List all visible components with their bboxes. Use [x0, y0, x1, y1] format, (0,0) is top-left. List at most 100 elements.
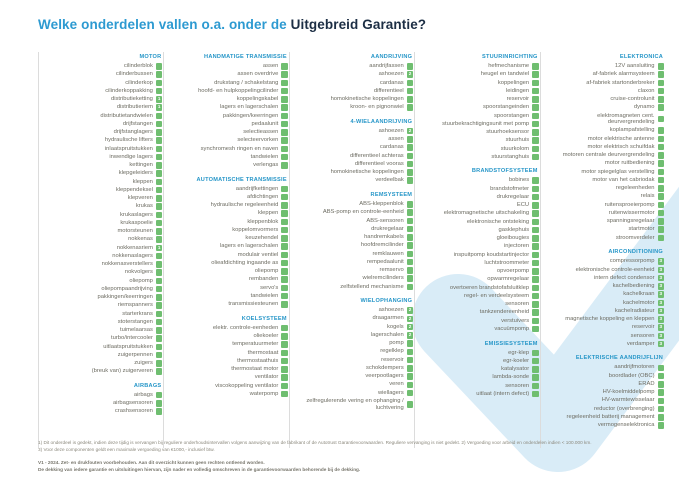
part-label: klepgeleiders — [118, 170, 153, 177]
coverage-check-box: 3 — [657, 283, 665, 290]
part-label: ABS-kleppenblok — [359, 201, 404, 208]
part-row: klepgeleiders — [43, 170, 163, 177]
part-label: verdeelbak — [375, 177, 404, 184]
coverage-check-box — [657, 364, 665, 372]
section-airbags: AIRBAGS airbags airbagsensoren crashsensore… — [43, 382, 163, 415]
coverage-check-box — [155, 277, 163, 285]
coverage-check-box — [406, 365, 414, 372]
coverage-check-box — [155, 335, 163, 342]
coverage-check-box — [155, 368, 163, 375]
part-label: startmotor — [628, 226, 655, 233]
coverage-check-box — [155, 112, 163, 120]
section-handmatige-transmissie: HANDMATIGE TRANSMISSIE assen assen overdri… — [168, 54, 288, 169]
part-row: cruise-controlunit — [545, 96, 665, 103]
coverage-check-box — [406, 356, 414, 364]
part-label: kachelkraan — [623, 291, 655, 298]
coverage-check-box — [155, 343, 163, 351]
footnotes: 1) Dit onderdeel is gedekt, indien deze … — [38, 439, 657, 473]
coverage-check-box — [657, 143, 665, 151]
coverage-check-box: 3 — [657, 266, 665, 274]
coverage-check-box — [406, 201, 414, 208]
part-row: tandwielen — [168, 293, 288, 300]
part-row: stroomverdeler — [545, 235, 665, 242]
part-label: kogels — [386, 323, 404, 330]
part-row: aandrijfmotoren — [545, 364, 665, 372]
part-row: inlaatspruitstukken — [43, 146, 163, 153]
part-row: claxon — [545, 87, 665, 95]
coverage-check-box — [532, 120, 539, 128]
part-row: 12V aansluiting — [545, 63, 665, 70]
section-header: KOELSYSTEEM — [241, 315, 287, 322]
part-label: boordlader (OBC) — [608, 372, 655, 379]
coverage-check-box — [406, 275, 414, 282]
part-row: inwendige lagers — [43, 154, 163, 161]
coverage-check-box — [155, 211, 163, 219]
part-label: koplampafstelling — [609, 127, 655, 134]
section-header: AIRBAGS — [133, 382, 162, 389]
part-label: cilinderblok — [123, 63, 153, 69]
footnote-marker: 1 — [157, 104, 161, 110]
part-row: sensoren 3 — [545, 333, 665, 340]
part-row: airbagsensoren — [43, 400, 163, 407]
part-row: drukregelaar — [419, 194, 539, 201]
section-elektronica: ELEKTRONICA 12V aansluiting af-fabriek ala… — [545, 54, 665, 242]
part-label: uitlaat (intern defect) — [476, 390, 530, 397]
part-row: luchtstroommeter — [419, 260, 539, 267]
coverage-check-box — [406, 177, 414, 184]
part-row: ECU — [419, 202, 539, 209]
part-label: selectieassen — [243, 129, 279, 135]
coverage-check-box — [657, 209, 665, 217]
part-row: cardanas — [294, 144, 414, 151]
part-label: oliepomp — [254, 268, 279, 275]
part-label: klepveren — [127, 195, 153, 201]
coverage-check-box: 3 — [657, 258, 665, 265]
coverage-check-box — [155, 285, 163, 293]
part-label: hoofdremcilinder — [360, 242, 404, 249]
legal-line-2: De dekking van iedere garantie en uitslu… — [38, 466, 361, 472]
part-label: dynamo — [633, 104, 655, 111]
part-label: zuigerpennen — [117, 351, 153, 358]
coverage-check-box: 3 — [657, 316, 665, 323]
coverage-check-box — [406, 217, 414, 225]
section-header: AIRCONDITIONING — [608, 249, 664, 256]
coverage-check-box — [532, 301, 539, 308]
part-row: compressorpomp 3 — [545, 258, 665, 265]
coverage-check-box — [406, 136, 414, 143]
part-row: sensoren — [419, 382, 539, 390]
part-row: servo's — [168, 285, 288, 292]
coverage-check-box — [532, 357, 539, 365]
part-row: turbo/intercooler — [43, 335, 163, 342]
part-row: motorsteunen — [43, 228, 163, 235]
part-row: cardanas — [294, 80, 414, 87]
coverage-check-box — [406, 258, 414, 266]
part-row: krukaslagers — [43, 211, 163, 219]
coverage-check-box: 3 — [657, 340, 665, 348]
part-row: gasklephuis — [419, 227, 539, 234]
part-label: pomp — [389, 340, 404, 347]
part-label: reservoir — [631, 324, 655, 331]
part-label: draagarmen — [372, 315, 404, 322]
part-row: elektronische controle-eenheid 3 — [545, 266, 665, 274]
coverage-check-box — [532, 79, 539, 87]
part-label: HV-koelmiddelpomp — [602, 389, 655, 396]
part-label: claxon — [637, 87, 655, 94]
part-label: remservo — [379, 267, 404, 274]
coverage-check-box: 1 — [155, 104, 163, 111]
coverage-check-box — [281, 87, 288, 95]
coverage-check-box: 3 — [657, 291, 665, 298]
part-row: drijfstangen — [43, 121, 163, 128]
part-label: cilinderkoppakking — [105, 87, 153, 94]
coverage-check-box — [406, 160, 414, 168]
coverage-check-box — [532, 137, 539, 144]
part-row: relais — [545, 193, 665, 200]
part-label: nokkenas — [128, 236, 153, 243]
part-label: reservoir — [381, 356, 404, 363]
part-label: thermostaat motor — [231, 366, 279, 373]
part-label: sensoren — [505, 382, 530, 389]
part-row: cilinderblok — [43, 63, 163, 70]
part-row: distributieketting 1 — [43, 96, 163, 103]
part-label: regel- en verdeelsysteem — [464, 292, 530, 299]
coverage-check-box: 3 — [657, 274, 665, 282]
part-row: HV-warmtewisselaar — [545, 397, 665, 405]
section-wielophanging: WIELOPHANGING ashoezen 2 draagarmen 2 kogels 2… — [294, 298, 414, 411]
